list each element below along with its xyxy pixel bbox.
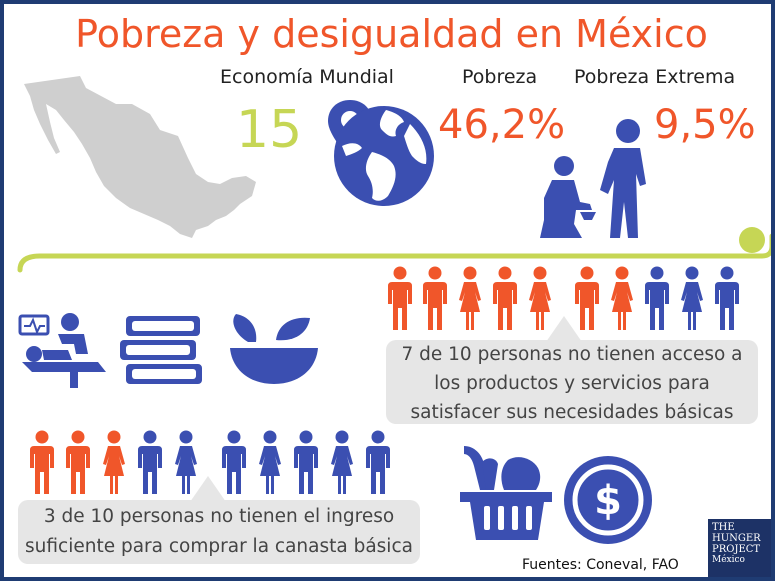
economia-label: Economía Mundial [220, 66, 394, 88]
man-icon [222, 430, 246, 494]
mexico-map-icon [24, 76, 256, 238]
hunger-project-logo: THE HUNGER PROJECT México [708, 519, 771, 577]
man-icon [366, 430, 390, 494]
woman-icon [331, 430, 353, 494]
books-icon [120, 316, 202, 384]
man-icon [30, 430, 54, 494]
logo-line-3: PROJECT [712, 544, 761, 555]
services-text-2: los productos y servicios para [434, 373, 710, 394]
woman-icon [611, 266, 633, 330]
man-icon [388, 266, 412, 330]
logo-line-4: México [712, 555, 745, 565]
dollar-coin-icon: $ [564, 456, 652, 544]
man-icon [66, 430, 90, 494]
svg-text:$: $ [594, 478, 622, 524]
economia-rank-value: 15 [236, 100, 303, 160]
services-text-1: 7 de 10 personas no tienen acceso a [401, 344, 743, 365]
people-row-services [388, 266, 739, 330]
pobreza-value: 46,2% [438, 102, 566, 148]
income-text-1: 3 de 10 personas no tienen el ingreso [43, 506, 395, 527]
woman-icon [459, 266, 481, 330]
woman-icon [103, 430, 125, 494]
pobreza-extrema-label: Pobreza Extrema [574, 66, 736, 88]
income-text-2: suficiente para comprar la canasta básic… [25, 536, 413, 557]
man-icon [575, 266, 599, 330]
child-beggar-icon [540, 156, 596, 238]
woman-icon [681, 266, 703, 330]
divider-line [17, 227, 771, 273]
source-note: Fuentes: Coneval, FAO [522, 557, 679, 573]
medical-patient-icon [18, 313, 106, 388]
woman-icon [175, 430, 197, 494]
man-icon [294, 430, 318, 494]
adult-giving-icon [600, 119, 646, 238]
man-icon [138, 430, 162, 494]
man-icon [715, 266, 739, 330]
food-bowl-icon [230, 314, 318, 384]
man-icon [645, 266, 669, 330]
services-text-3: satisfacer sus necesidades básicas [410, 402, 734, 423]
page-title: Pobreza y desigualdad en México [75, 12, 708, 56]
woman-icon [259, 430, 281, 494]
income-bubble: 3 de 10 personas no tienen el ingreso su… [18, 476, 420, 564]
man-icon [423, 266, 447, 330]
pobreza-label: Pobreza [462, 66, 538, 88]
people-row-income [30, 430, 390, 494]
logo-line-1: THE [712, 522, 735, 533]
logo-line-2: HUNGER [712, 533, 761, 544]
grocery-basket-icon [460, 446, 552, 540]
globe-icon [334, 106, 434, 206]
woman-icon [529, 266, 551, 330]
services-bubble: 7 de 10 personas no tienen acceso a los … [386, 316, 758, 424]
man-icon [493, 266, 517, 330]
pobreza-extrema-value: 9,5% [654, 102, 756, 148]
